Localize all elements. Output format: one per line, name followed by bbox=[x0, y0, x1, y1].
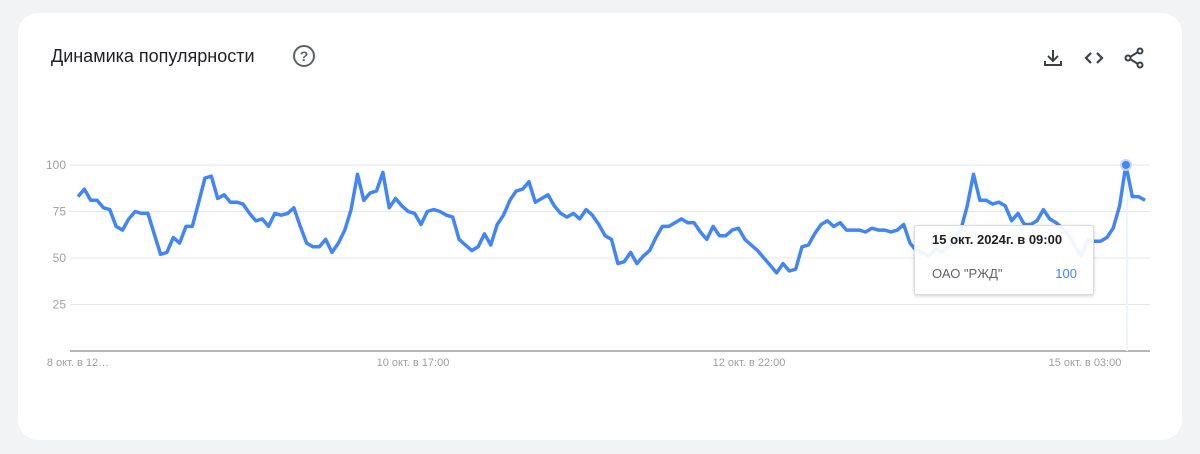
series-line bbox=[76, 163, 1146, 275]
y-tick-label: 50 bbox=[53, 251, 67, 265]
share-icon[interactable] bbox=[1122, 46, 1146, 70]
tooltip-date: 15 окт. 2024г. в 09:00 bbox=[932, 232, 1063, 247]
tooltip-value: 100 bbox=[1055, 266, 1077, 281]
x-tick-label: 12 окт. в 22:00 bbox=[713, 357, 786, 369]
x-tick-label: 15 окт. в 03:00 bbox=[1049, 357, 1122, 369]
y-tick-label: 25 bbox=[53, 298, 67, 312]
embed-code-icon[interactable] bbox=[1082, 46, 1106, 70]
y-tick-label: 100 bbox=[46, 158, 66, 172]
tooltip-series-name: ОАО "РЖД" bbox=[932, 266, 1003, 281]
y-tick-label: 75 bbox=[53, 205, 67, 219]
x-tick-label: 8 окт. в 12… bbox=[47, 357, 109, 369]
highlighted-data-point bbox=[1119, 159, 1132, 171]
chart-tooltip: 15 окт. 2024г. в 09:00 ОАО "РЖД" 100 bbox=[914, 225, 1094, 295]
card-title: Динамика популярности bbox=[51, 46, 255, 66]
download-icon[interactable] bbox=[1041, 46, 1065, 70]
x-tick-label: 10 окт. в 17:00 bbox=[377, 357, 450, 369]
help-circle-icon[interactable]: ? bbox=[293, 45, 315, 67]
